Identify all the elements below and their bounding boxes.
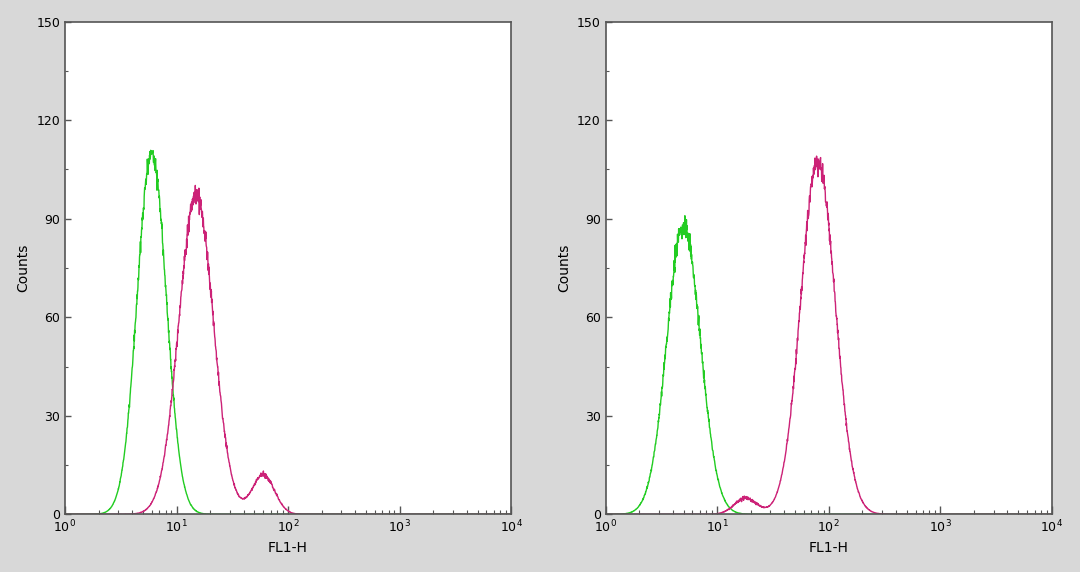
X-axis label: FL1-H: FL1-H: [268, 541, 308, 555]
Y-axis label: Counts: Counts: [16, 244, 30, 292]
X-axis label: FL1-H: FL1-H: [809, 541, 849, 555]
Y-axis label: Counts: Counts: [557, 244, 571, 292]
